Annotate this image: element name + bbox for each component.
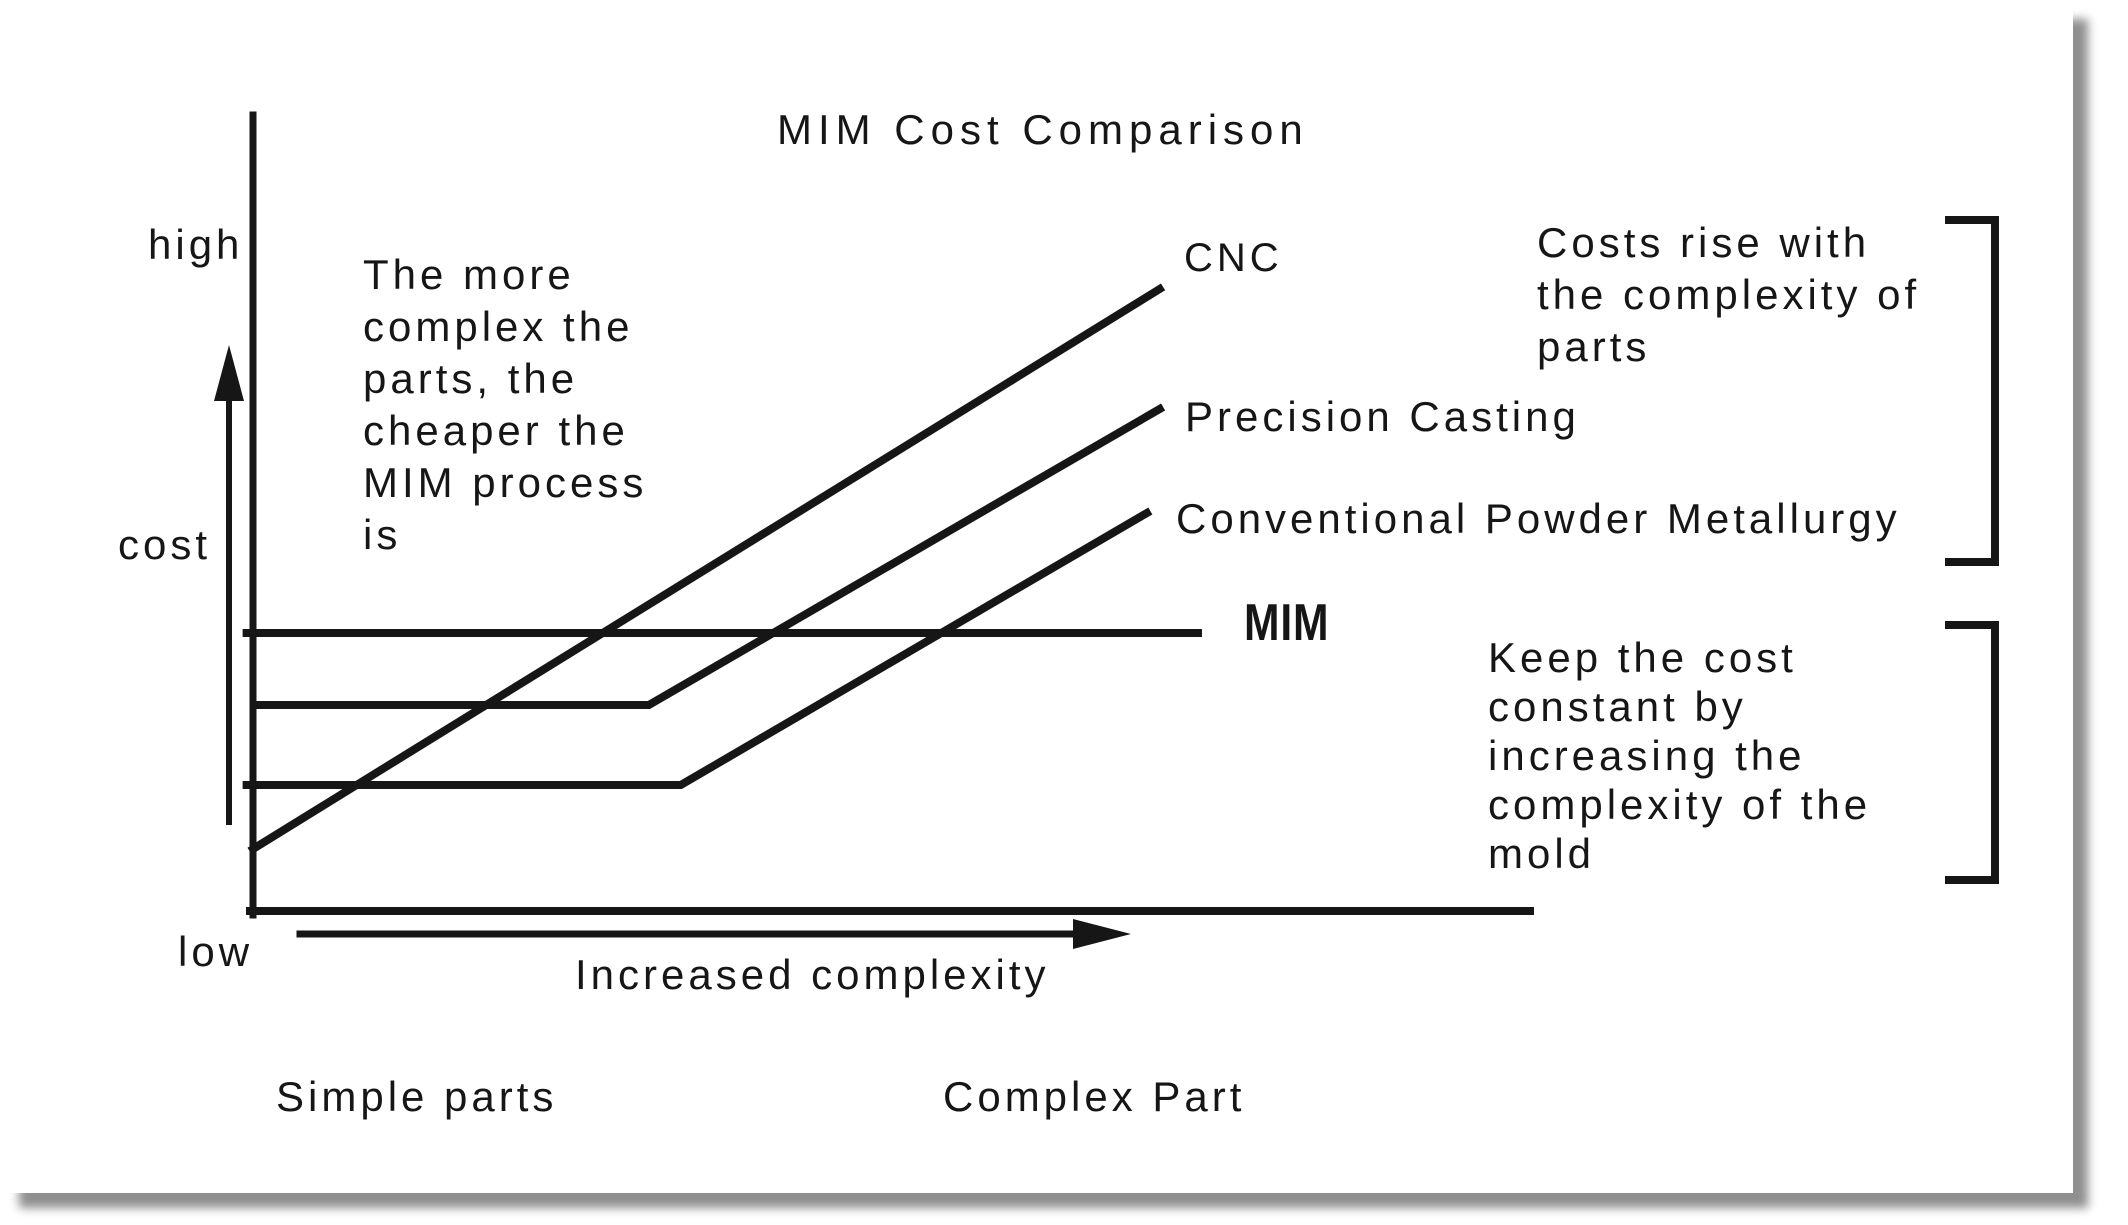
- x-axis-left-category: Simple parts: [276, 1073, 558, 1120]
- series-label-conventional-powder-metallurgy: Conventional Powder Metallurgy: [1176, 495, 1901, 542]
- left-annotation-note: The more complex the parts, the cheaper …: [363, 251, 648, 558]
- y-axis-cost-label: cost: [118, 521, 212, 568]
- series-label-mim: MIM: [1244, 594, 1330, 652]
- cost-arrow-head: [214, 345, 244, 401]
- cost-constant-bracket: [1945, 621, 1999, 884]
- right-top-annotation-note: Costs rise with the complexity of parts: [1537, 219, 1921, 370]
- right-bottom-annotation-note: Keep the cost constant by increasing the…: [1488, 634, 1872, 877]
- complexity-arrow-head: [1073, 919, 1131, 949]
- costs-rise-bracket: [1945, 216, 1999, 566]
- y-axis-high-label: high: [148, 221, 244, 268]
- series-label-precision-casting: Precision Casting: [1185, 393, 1580, 440]
- series-line-precision-casting: [254, 403, 1166, 709]
- y-axis-low-label: low: [178, 928, 254, 975]
- chart-title: MIM Cost Comparison: [777, 106, 1309, 153]
- diagram-page: MIM Cost Comparison high cost low Increa…: [118, 106, 1999, 1120]
- series-line-cnc: [247, 283, 1166, 855]
- series-line-conventional-powder-metallurgy: [242, 507, 1153, 789]
- series-label-cnc: CNC: [1184, 236, 1283, 280]
- x-axis-arrow-label: Increased complexity: [575, 951, 1050, 998]
- x-axis-right-category: Complex Part: [943, 1073, 1246, 1120]
